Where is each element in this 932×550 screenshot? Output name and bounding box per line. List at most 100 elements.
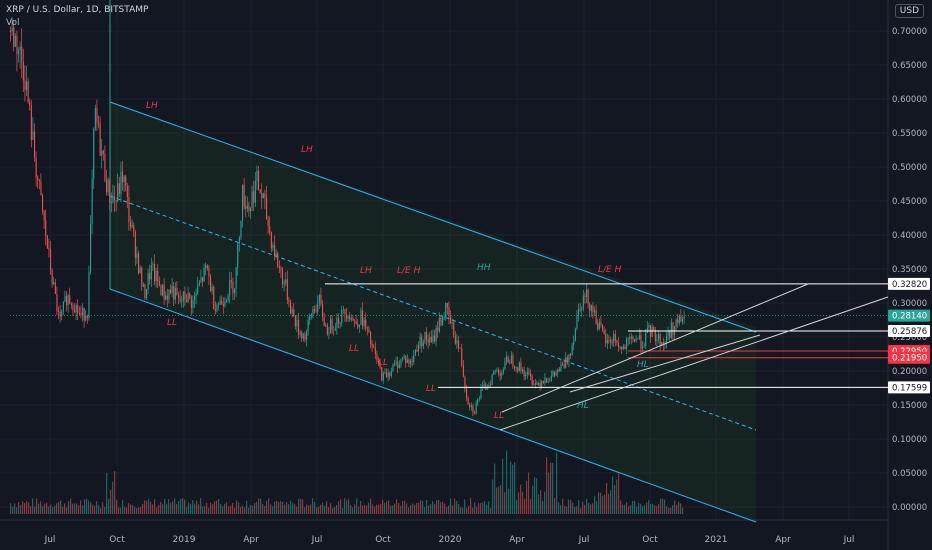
volume-bar xyxy=(512,464,514,514)
volume-bar xyxy=(92,504,94,514)
candle-body xyxy=(136,253,138,258)
candle-body xyxy=(451,322,453,324)
candle-body xyxy=(56,293,58,312)
candle-body xyxy=(178,295,180,298)
candle-body xyxy=(584,295,586,297)
volume-bar xyxy=(84,499,86,514)
candle-body xyxy=(627,337,629,340)
candle-body xyxy=(395,362,397,364)
candle-body xyxy=(270,232,272,249)
volume-bar xyxy=(660,498,662,514)
pattern-label: LH xyxy=(301,145,313,155)
volume-bar xyxy=(114,470,116,514)
candle-body xyxy=(654,330,656,342)
candle-body xyxy=(390,371,392,376)
last-price-tag xyxy=(888,309,930,322)
candle-body xyxy=(245,206,247,209)
candle-body xyxy=(547,381,549,383)
volume-bar xyxy=(174,498,176,514)
candle-body xyxy=(683,316,685,319)
candle-body xyxy=(253,191,255,203)
candle-body xyxy=(326,325,328,335)
volume-bar xyxy=(106,472,108,514)
volume-bar xyxy=(640,503,642,514)
candle-body xyxy=(282,270,284,285)
candle-body xyxy=(213,287,215,310)
candle-body xyxy=(42,195,44,212)
candle-body xyxy=(528,371,530,374)
volume-bar xyxy=(590,504,592,514)
price-axis[interactable]: 0.70000 0.65000 0.60000 0.55000 0.50000 0.450… xyxy=(888,27,930,513)
volume-bar xyxy=(414,504,416,514)
volume-bar xyxy=(516,499,518,514)
candle-body xyxy=(379,362,381,368)
y-tick-label: 0.60000 xyxy=(892,95,927,105)
candle-body xyxy=(590,305,592,312)
candle-body xyxy=(621,346,623,350)
volume-bar xyxy=(420,500,422,514)
candle-body xyxy=(50,248,52,271)
candle-body xyxy=(426,331,428,340)
candle-body xyxy=(530,373,532,377)
volume-bar xyxy=(152,504,154,514)
volume-bar xyxy=(248,507,250,514)
volume-bar xyxy=(530,499,532,514)
volume-bar xyxy=(148,498,150,514)
volume-bar xyxy=(50,504,52,514)
volume-bar xyxy=(296,506,298,514)
candle-body xyxy=(429,336,431,343)
volume-bar xyxy=(166,503,168,514)
candle-body xyxy=(218,304,220,306)
candle-body xyxy=(299,332,301,335)
candle-body xyxy=(446,303,448,308)
time-axis[interactable]: Jul Oct 2019 Apr Jul Oct 2020 Apr Jul Oct 2021 Apr J… xyxy=(44,535,855,545)
volume-bar xyxy=(318,506,320,514)
candle-body xyxy=(539,383,541,387)
candle-body xyxy=(358,324,360,328)
volume-bar xyxy=(26,501,28,514)
candle-body xyxy=(622,346,624,350)
candle-body xyxy=(357,324,359,328)
candle-body xyxy=(155,270,157,282)
candle-body xyxy=(557,369,559,373)
volume-bar xyxy=(34,506,36,514)
pattern-label: LL xyxy=(378,358,388,368)
candle-body xyxy=(405,355,407,363)
volume-bar xyxy=(270,504,272,514)
volume-bar xyxy=(496,487,498,514)
candle-body xyxy=(237,243,239,268)
candle-body xyxy=(510,355,512,364)
volume-bar xyxy=(638,502,640,514)
level-tag xyxy=(888,325,930,338)
volume-bar xyxy=(550,462,552,514)
candle-body xyxy=(286,279,288,300)
volume-bar xyxy=(16,507,18,514)
x-tick-label: Jul xyxy=(843,535,855,545)
candle-body xyxy=(102,150,104,154)
currency-button[interactable]: USD xyxy=(894,4,924,18)
candle-body xyxy=(106,180,108,193)
candle-body xyxy=(442,317,444,326)
candle-body xyxy=(128,196,130,223)
candle-body xyxy=(26,81,28,91)
candle-body xyxy=(347,316,349,319)
candle-body xyxy=(462,365,464,377)
candle-body xyxy=(458,340,460,348)
candle-body xyxy=(141,267,143,287)
volume-bar xyxy=(46,502,48,514)
volume-bar xyxy=(424,507,426,514)
volume-bar xyxy=(202,506,204,514)
candle-body xyxy=(562,364,564,365)
volume-bar xyxy=(52,507,54,514)
candle-body xyxy=(514,366,516,369)
volume-bar xyxy=(126,507,128,514)
candle-body xyxy=(322,304,324,317)
volume-bar xyxy=(410,505,412,514)
candle-body xyxy=(475,403,477,414)
candle-body xyxy=(634,339,636,342)
candle-body xyxy=(131,225,133,227)
candle-body xyxy=(250,207,252,211)
candle-body xyxy=(632,336,634,340)
volume-bar xyxy=(342,507,344,514)
